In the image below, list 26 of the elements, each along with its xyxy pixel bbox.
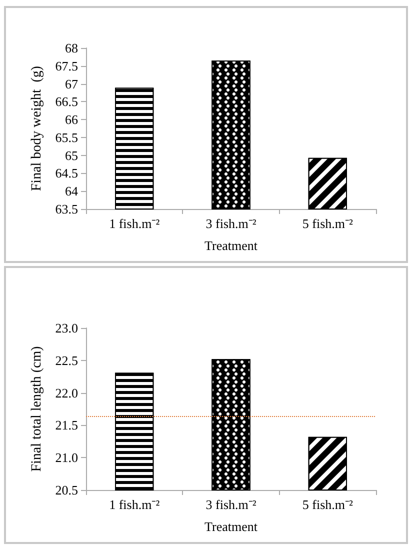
x-tick-label: 5 fish.m⁻²	[302, 497, 354, 512]
x-tick-label: 1 fish.m⁻²	[109, 216, 160, 231]
y-tick-label: 64.5	[55, 166, 78, 181]
y-tick-label: 65	[65, 148, 78, 163]
y-tick-label: 22.0	[55, 385, 78, 400]
y-tick-label: 23.0	[55, 320, 78, 336]
x-axis-title: Treatment	[204, 238, 258, 253]
x-tick-label: 3 fish.m⁻²	[206, 497, 256, 512]
y-tick-label: 67	[65, 76, 78, 92]
x-tick-label: 5 fish.m⁻²	[302, 216, 354, 231]
y-tick-label: 66.5	[55, 94, 78, 110]
y-axis-title: Final total length (cm)	[30, 346, 44, 472]
y-tick-label: 66	[65, 112, 78, 128]
y-tick-label: 64	[65, 184, 78, 199]
y-tick-label: 21.5	[55, 418, 78, 433]
y-tick-label: 22.5	[55, 352, 78, 368]
y-axis-title: Final body weight (g)	[30, 66, 44, 192]
y-tick-label: 65.5	[55, 130, 78, 145]
y-tick-label: 63.5	[55, 202, 78, 216]
y-tick-label: 20.5	[55, 482, 78, 498]
x-axis-title: Treatment	[204, 519, 258, 534]
y-tick-label: 67.5	[55, 58, 78, 74]
x-tick-label: 1 fish.m⁻²	[109, 497, 160, 512]
y-tick-label: 21.0	[55, 450, 78, 466]
x-tick-label: 3 fish.m⁻²	[206, 216, 256, 231]
y-tick-label: 68	[65, 40, 78, 56]
